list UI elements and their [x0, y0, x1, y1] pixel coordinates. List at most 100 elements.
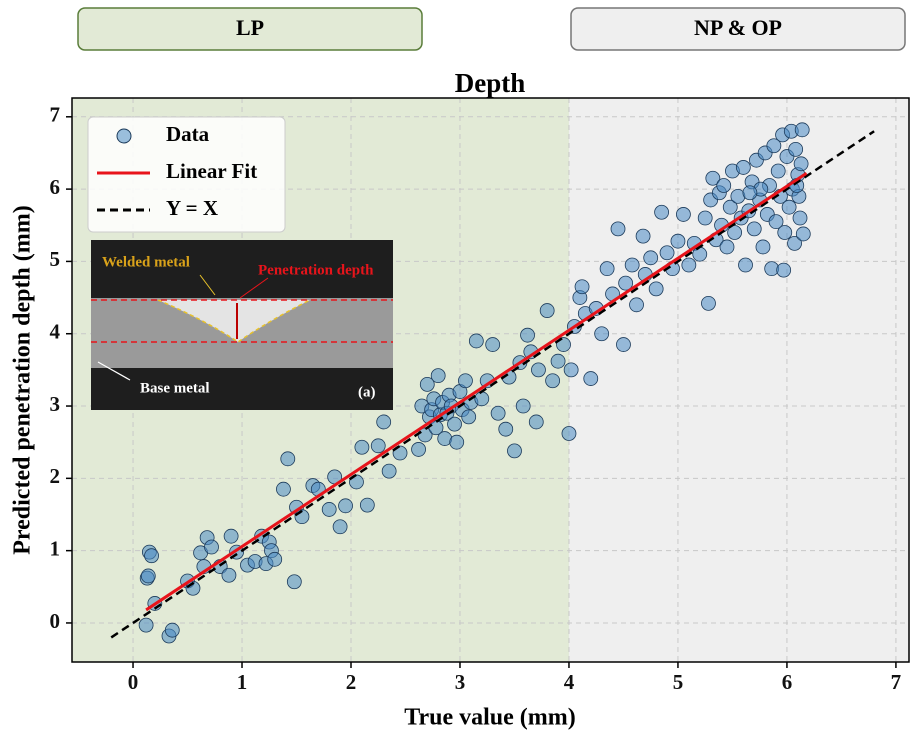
- inset-image: Welded metal Penetration depth Base meta…: [91, 240, 393, 410]
- data-point: [735, 160, 751, 175]
- data-point: [490, 405, 506, 421]
- data-point: [659, 245, 675, 261]
- data-point: [738, 257, 753, 273]
- data-point: [354, 439, 370, 455]
- data-point: [280, 451, 296, 467]
- legend-label: Data: [166, 122, 210, 146]
- data-point: [742, 185, 758, 201]
- y-tick-label: 5: [50, 247, 61, 271]
- data-point: [138, 617, 154, 633]
- data-point: [276, 481, 291, 497]
- data-point: [624, 257, 640, 273]
- data-point: [777, 225, 793, 240]
- region-boxes: LP NP & OP: [77, 7, 906, 51]
- data-point: [507, 443, 522, 459]
- data-point: [204, 539, 219, 555]
- data-point: [776, 262, 792, 278]
- legend-label: Linear Fit: [166, 159, 257, 183]
- data-point: [599, 261, 615, 277]
- data-point: [419, 376, 435, 392]
- data-point: [583, 371, 599, 386]
- series-line: [110, 130, 875, 639]
- data-point: [140, 568, 156, 584]
- data-point: [563, 362, 579, 378]
- data-point: [223, 528, 239, 544]
- data-point: [629, 297, 644, 313]
- data-point: [221, 567, 237, 583]
- data-point: [643, 250, 659, 266]
- lines: [145, 171, 808, 612]
- data-point: [727, 225, 743, 240]
- data-point: [792, 210, 808, 226]
- data-point: [781, 199, 797, 215]
- data-point: [286, 574, 302, 590]
- data-point: [770, 163, 786, 179]
- data-point: [498, 421, 514, 437]
- data-point: [485, 337, 501, 352]
- data-point: [722, 199, 738, 215]
- legend-marker: [116, 128, 132, 144]
- data-point: [795, 226, 811, 242]
- data-point: [430, 368, 446, 384]
- points: [110, 122, 875, 644]
- data-point: [788, 141, 804, 157]
- region-label: LP: [236, 15, 264, 40]
- data-point: [461, 409, 477, 425]
- data-point: [610, 221, 626, 237]
- data-point: [520, 327, 535, 343]
- data-point: [267, 551, 283, 567]
- x-tick-label: 2: [346, 670, 357, 694]
- data-point: [574, 279, 590, 295]
- data-point: [411, 442, 426, 457]
- data-point: [635, 228, 651, 244]
- inset-label: Penetration depth: [258, 262, 374, 278]
- data-point: [468, 333, 484, 349]
- data-point: [697, 210, 713, 226]
- data-point: [794, 122, 810, 138]
- depth-pointer: [239, 277, 269, 299]
- region: [568, 98, 909, 662]
- y-tick-label: 1: [50, 536, 61, 560]
- region-box: [77, 7, 423, 51]
- data-point: [447, 416, 462, 432]
- x-tick-label: 1: [237, 670, 248, 694]
- y-tick-label: 4: [50, 320, 61, 344]
- axes: 0 1 2 3 4 5 6 7 0 1 2 3 4 5 6 7: [50, 97, 910, 694]
- data-point: [716, 178, 732, 193]
- data-point: [531, 362, 546, 378]
- inset-label: Welded metal: [102, 254, 190, 270]
- data-point: [746, 221, 762, 237]
- x-tick-label: 0: [128, 670, 139, 694]
- data-point: [545, 373, 561, 389]
- weld-outline: [157, 299, 311, 343]
- data-point: [332, 519, 348, 535]
- base-pointer: [97, 361, 131, 381]
- data-point: [618, 275, 634, 291]
- legend-box: [87, 116, 286, 233]
- x-axis-label: True value (mm): [404, 705, 576, 731]
- y-tick-label: 7: [50, 103, 61, 127]
- data-point: [692, 246, 708, 262]
- data-point: [594, 326, 610, 342]
- data-point: [705, 170, 721, 186]
- data-point: [676, 207, 691, 222]
- region-label: NP & OP: [694, 15, 782, 40]
- data-point: [528, 414, 544, 430]
- data-point: [755, 239, 771, 255]
- plot-frame: [71, 97, 910, 663]
- data-point: [321, 502, 337, 517]
- data-point: [648, 281, 664, 297]
- data-point: [670, 233, 686, 249]
- y-axis-label: Predicted penetration depth (mm): [10, 205, 36, 555]
- weld-bead: [158, 300, 310, 342]
- data-point: [359, 497, 375, 513]
- series-line: [145, 171, 808, 612]
- inset-label: Base metal: [140, 380, 210, 396]
- chart-title: Depth: [455, 68, 526, 98]
- data-point: [701, 295, 716, 311]
- inset-label: (a): [358, 384, 376, 400]
- data-point: [338, 498, 353, 514]
- y-tick-label: 3: [50, 392, 61, 416]
- data-point: [654, 204, 670, 220]
